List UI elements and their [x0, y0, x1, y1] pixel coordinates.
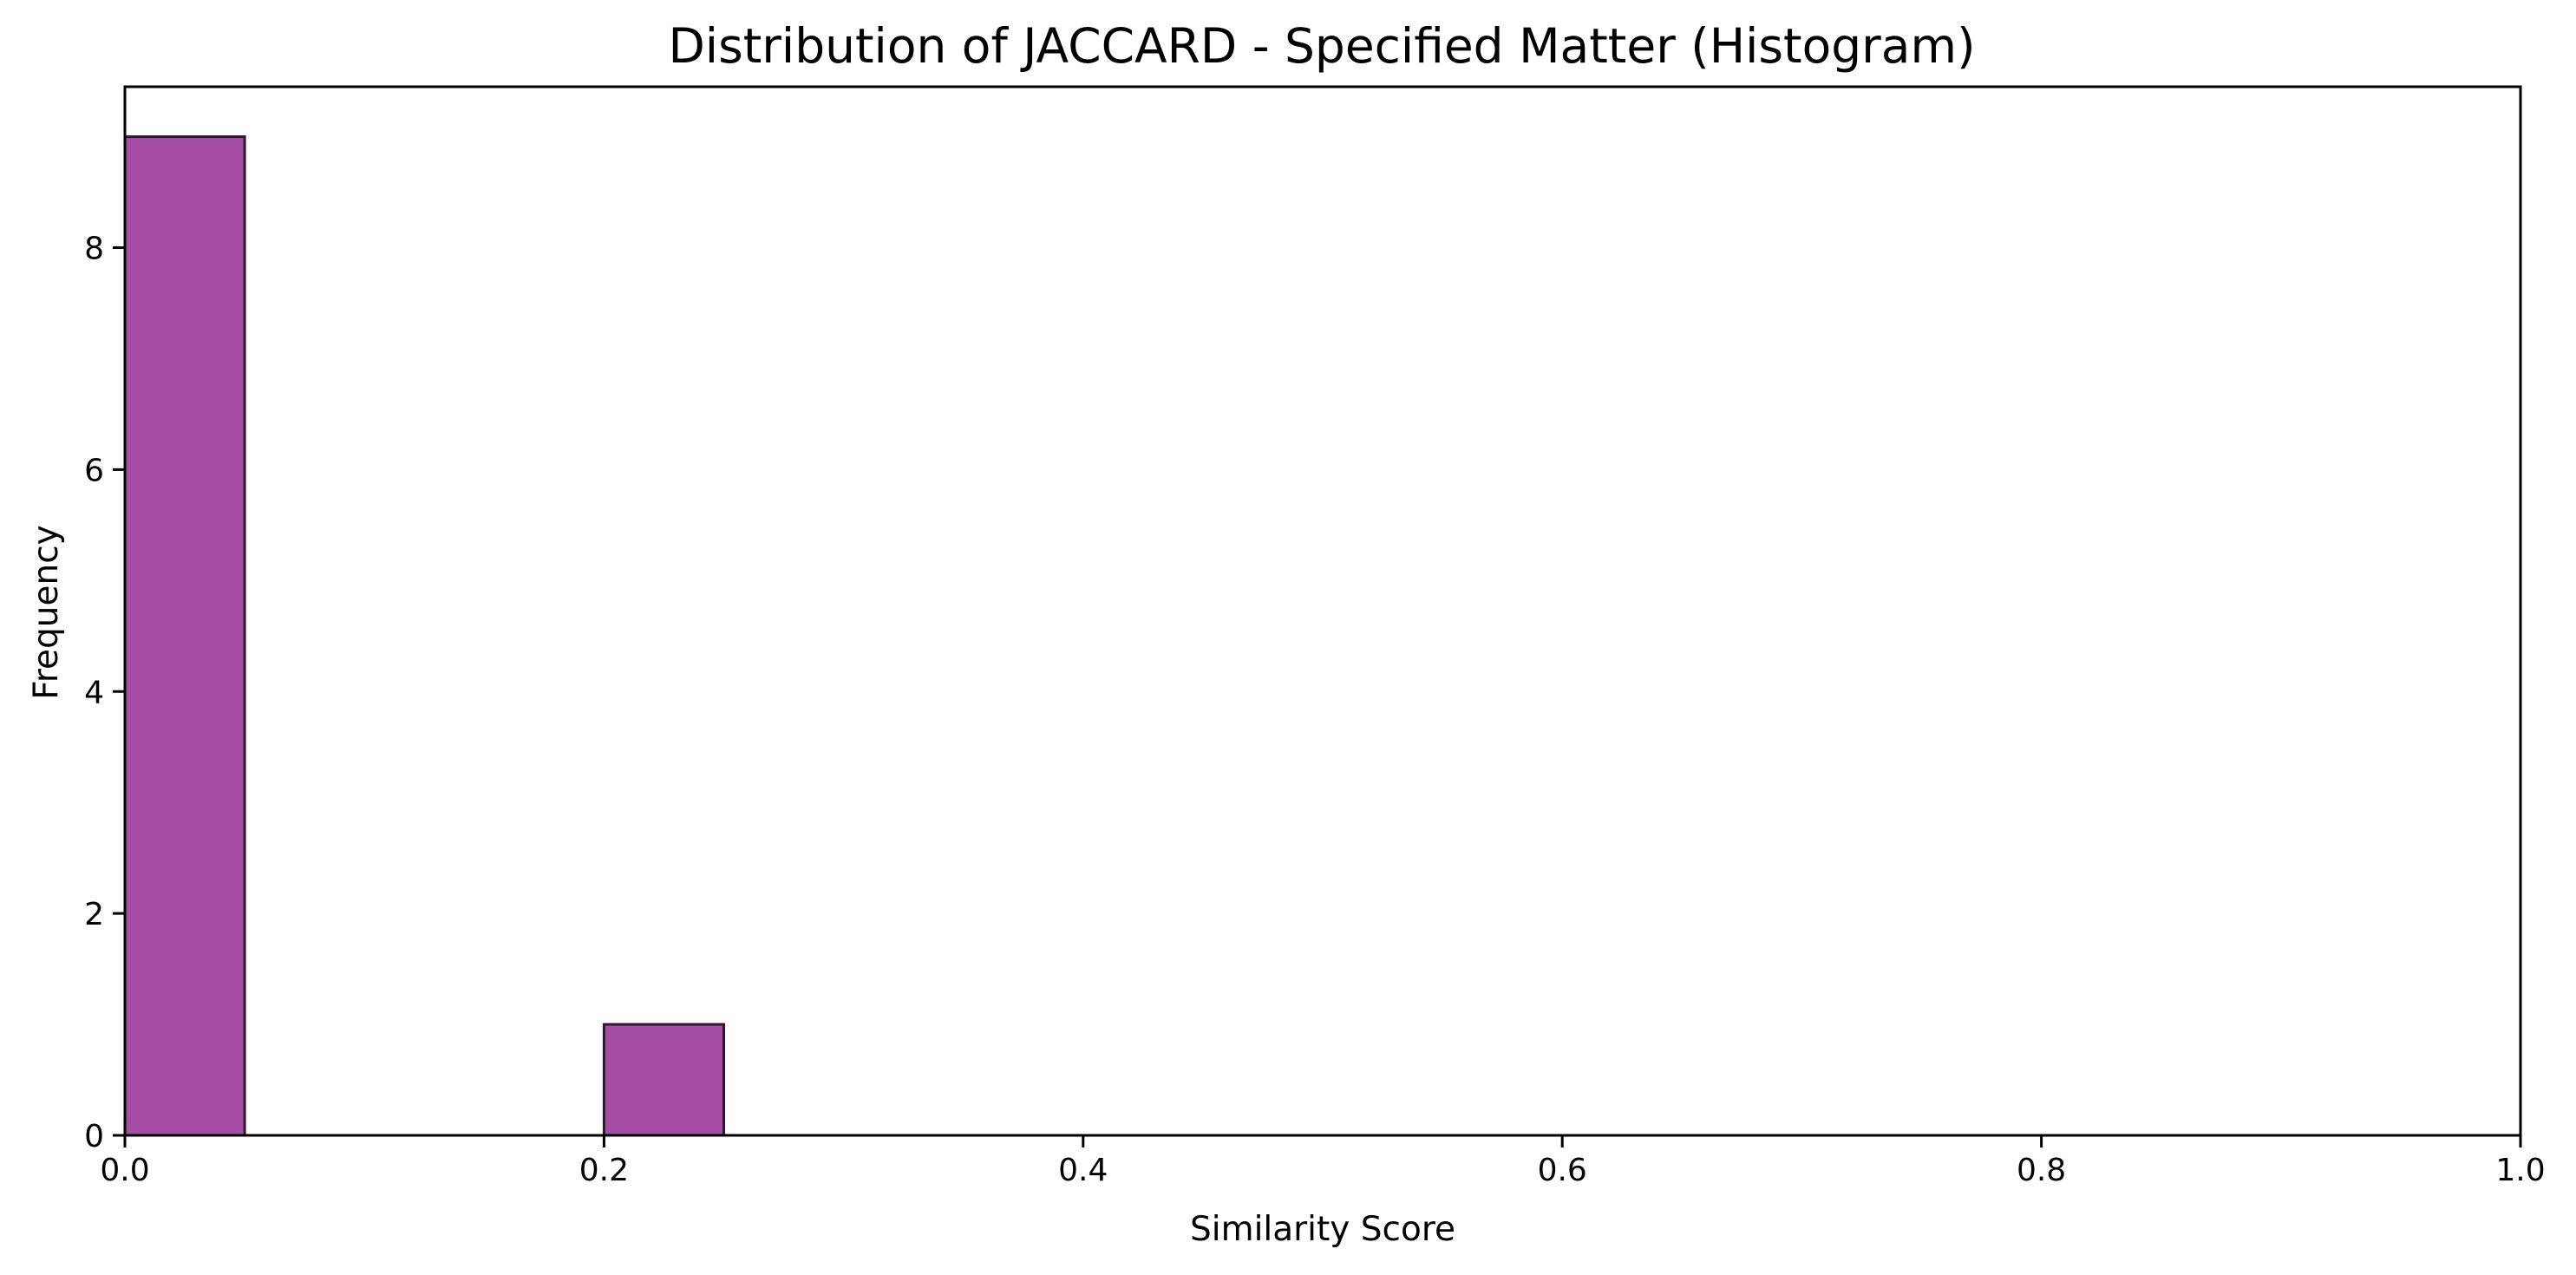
- plot-area: [125, 87, 2520, 1135]
- y-tick-label: 0: [84, 1119, 104, 1154]
- histogram-bar-1: [602, 1023, 726, 1137]
- x-tick-label: 0.8: [2017, 1153, 2066, 1188]
- plot-frame: [123, 85, 2522, 1137]
- y-tick-label: 8: [84, 232, 104, 267]
- histogram-bar-0: [123, 135, 246, 1137]
- bars-group: [123, 135, 726, 1137]
- x-tick-label: 0.4: [1058, 1153, 1108, 1188]
- x-axis-ticks: 0.0 0.2 0.4 0.6 0.8 1.0: [100, 1135, 2546, 1188]
- x-tick-label: 0.2: [579, 1153, 629, 1188]
- y-tick-label: 6: [84, 453, 104, 488]
- y-axis-ticks: 0 2 4 6 8: [84, 232, 125, 1154]
- y-tick-label: 4: [84, 675, 104, 710]
- x-axis-label: Similarity Score: [1190, 1210, 1455, 1249]
- x-tick-label: 0.0: [100, 1153, 149, 1188]
- x-tick-label: 1.0: [2495, 1153, 2545, 1188]
- x-tick-label: 0.6: [1538, 1153, 1587, 1188]
- chart-title: Distribution of JACCARD - Specified Matt…: [668, 18, 1975, 74]
- y-axis-label: Frequency: [27, 525, 66, 699]
- y-tick-label: 2: [84, 897, 104, 932]
